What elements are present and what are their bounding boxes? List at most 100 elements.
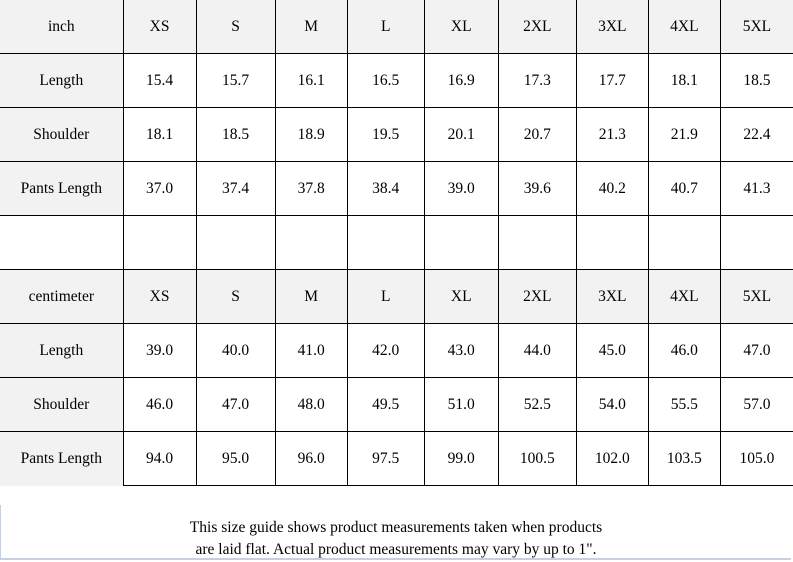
value-cell: 4XL: [647, 0, 721, 54]
row-label-cell: [0, 215, 124, 270]
value-cell: 37.0: [122, 161, 197, 216]
value-cell: 20.1: [423, 107, 499, 162]
value-cell: 18.9: [274, 107, 348, 162]
value-cell: 18.1: [122, 107, 197, 162]
centimeter-row: Length 39.0 40.0 41.0 42.0 43.0 44.0 45.0 46.0 47…: [0, 323, 793, 378]
row-label-cell: inch: [0, 0, 124, 54]
value-cell: 57.0: [719, 377, 793, 432]
inch-header-row: inch XS S M L XL 2XL 3XL 4XL 5XL: [0, 0, 793, 54]
value-cell: 94.0: [122, 431, 197, 486]
value-cell: 100.5: [497, 431, 577, 486]
value-cell: 37.4: [195, 161, 276, 216]
value-cell: XS: [122, 0, 197, 54]
value-cell: L: [346, 269, 425, 324]
value-cell: 16.5: [346, 53, 425, 108]
value-cell: 16.1: [274, 53, 348, 108]
spacer-row: [0, 215, 793, 270]
value-cell: [122, 215, 197, 270]
value-cell: 99.0: [423, 431, 499, 486]
value-cell: 96.0: [274, 431, 348, 486]
row-label-cell: Shoulder: [0, 107, 124, 162]
value-cell: 38.4: [346, 161, 425, 216]
value-cell: 102.0: [575, 431, 649, 486]
row-label-cell: Pants Length: [0, 431, 124, 486]
value-cell: 48.0: [274, 377, 348, 432]
value-cell: 3XL: [575, 269, 649, 324]
value-cell: 5XL: [719, 0, 793, 54]
row-label-cell: centimeter: [0, 269, 124, 324]
value-cell: 47.0: [195, 377, 276, 432]
row-label-cell: Pants Length: [0, 161, 124, 216]
value-cell: 46.0: [647, 323, 721, 378]
value-cell: [274, 215, 348, 270]
value-cell: [423, 215, 499, 270]
value-cell: 18.5: [195, 107, 276, 162]
value-cell: L: [346, 0, 425, 54]
inch-row: Length 15.4 15.7 16.1 16.5 16.9 17.3 17.7 18.1 18…: [0, 53, 793, 108]
value-cell: 3XL: [575, 0, 649, 54]
value-cell: 21.3: [575, 107, 649, 162]
value-cell: 49.5: [346, 377, 425, 432]
row-label-cell: Length: [0, 53, 124, 108]
size-guide-note: This size guide shows product measuremen…: [0, 505, 791, 560]
value-cell: 41.0: [274, 323, 348, 378]
value-cell: 44.0: [497, 323, 577, 378]
value-cell: [719, 215, 793, 270]
value-cell: 5XL: [719, 269, 793, 324]
value-cell: 41.3: [719, 161, 793, 216]
value-cell: 54.0: [575, 377, 649, 432]
centimeter-row: Shoulder 46.0 47.0 48.0 49.5 51.0 52.5 54.0 55.5…: [0, 377, 793, 432]
value-cell: 51.0: [423, 377, 499, 432]
inch-row: Pants Length 37.0 37.4 37.8 38.4 39.0 39.6 40.2…: [0, 161, 793, 216]
value-cell: 19.5: [346, 107, 425, 162]
value-cell: 46.0: [122, 377, 197, 432]
value-cell: [575, 215, 649, 270]
value-cell: 37.8: [274, 161, 348, 216]
value-cell: 40.0: [195, 323, 276, 378]
centimeter-header-row: centimeter XS S M L XL 2XL 3XL 4XL 5XL: [0, 269, 793, 324]
value-cell: 21.9: [647, 107, 721, 162]
value-cell: 97.5: [346, 431, 425, 486]
value-cell: 22.4: [719, 107, 793, 162]
value-cell: 39.0: [423, 161, 499, 216]
value-cell: 39.0: [122, 323, 197, 378]
value-cell: XS: [122, 269, 197, 324]
row-label-cell: Shoulder: [0, 377, 124, 432]
value-cell: 52.5: [497, 377, 577, 432]
value-cell: 55.5: [647, 377, 721, 432]
value-cell: S: [195, 0, 276, 54]
value-cell: 2XL: [497, 269, 577, 324]
value-cell: 17.3: [497, 53, 577, 108]
value-cell: XL: [423, 0, 499, 54]
value-cell: 40.2: [575, 161, 649, 216]
centimeter-row: Pants Length 94.0 95.0 96.0 97.5 99.0 100.5 102…: [0, 431, 793, 486]
inch-row: Shoulder 18.1 18.5 18.9 19.5 20.1 20.7 21.3 21.9…: [0, 107, 793, 162]
value-cell: 18.1: [647, 53, 721, 108]
note-line-1: This size guide shows product measuremen…: [189, 519, 603, 536]
value-cell: [497, 215, 577, 270]
value-cell: 42.0: [346, 323, 425, 378]
value-cell: 45.0: [575, 323, 649, 378]
value-cell: 4XL: [647, 269, 721, 324]
value-cell: 95.0: [195, 431, 276, 486]
value-cell: 105.0: [719, 431, 793, 486]
value-cell: M: [274, 0, 348, 54]
value-cell: S: [195, 269, 276, 324]
value-cell: 40.7: [647, 161, 721, 216]
row-label-cell: Length: [0, 323, 124, 378]
value-cell: 39.6: [497, 161, 577, 216]
value-cell: 103.5: [647, 431, 721, 486]
value-cell: 47.0: [719, 323, 793, 378]
value-cell: [647, 215, 721, 270]
value-cell: [195, 215, 276, 270]
value-cell: 2XL: [497, 0, 577, 54]
value-cell: 18.5: [719, 53, 793, 108]
value-cell: [346, 215, 425, 270]
value-cell: 20.7: [497, 107, 577, 162]
value-cell: 16.9: [423, 53, 499, 108]
note-line-2: are laid flat. Actual product measuremen…: [195, 541, 597, 558]
size-chart-table: inch XS S M L XL 2XL 3XL 4XL 5XL Length 15.4 15.7 16.…: [0, 0, 793, 486]
value-cell: 15.7: [195, 53, 276, 108]
value-cell: 15.4: [122, 53, 197, 108]
value-cell: 43.0: [423, 323, 499, 378]
